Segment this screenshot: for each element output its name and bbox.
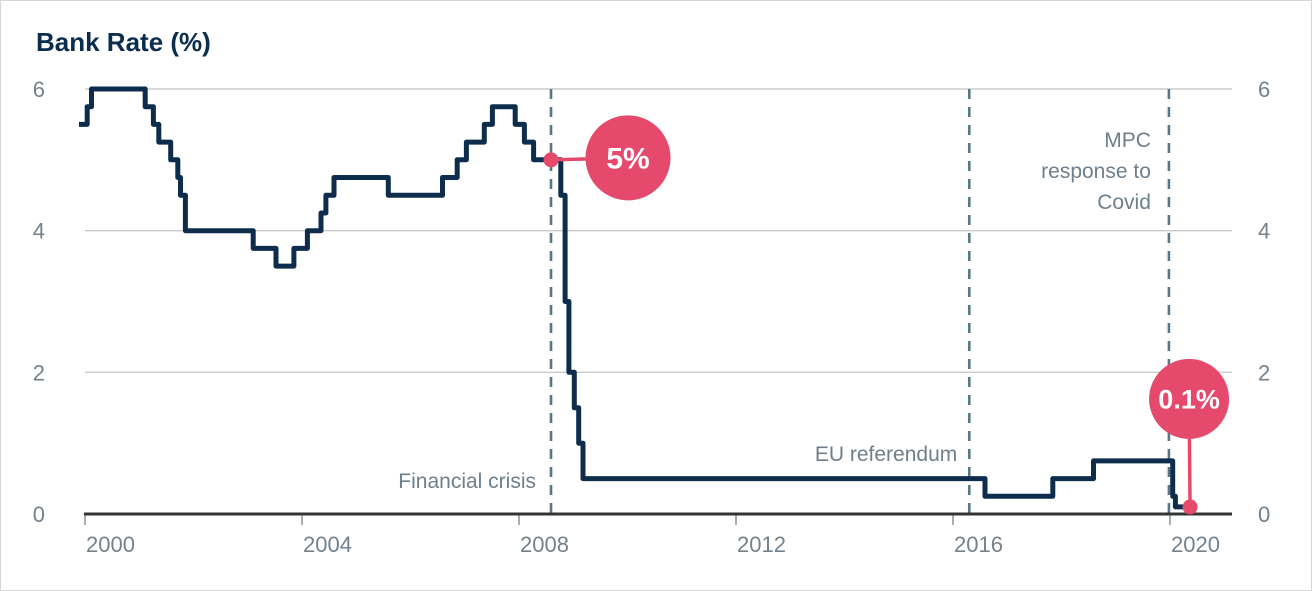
y-tick-label-left: 4 — [33, 219, 45, 244]
x-tick-label: 2020 — [1171, 532, 1220, 557]
y-tick-label-right: 0 — [1258, 502, 1270, 527]
y-tick-label-right: 4 — [1258, 219, 1270, 244]
y-tick-label-right: 6 — [1258, 77, 1270, 102]
x-tick-label: 2012 — [737, 532, 786, 557]
financial-crisis-event-label: Financial crisis — [398, 470, 536, 493]
x-tick-label: 2016 — [954, 532, 1003, 557]
x-tick-label: 2004 — [303, 532, 352, 557]
bank-rate-series-line — [79, 86, 1191, 510]
x-tick-label: 2008 — [520, 532, 569, 557]
rate-0-1-percent-callout-badge — [1149, 358, 1230, 439]
rate-5-percent-callout-label: 5% — [606, 143, 649, 176]
chart-title: Bank Rate (%) — [36, 27, 211, 57]
rate-5-percent-callout-badge — [585, 115, 671, 201]
mpc-covid-response-event-label: MPC — [1104, 129, 1151, 152]
y-tick-label-right: 2 — [1258, 360, 1270, 385]
x-tick-label: 2000 — [86, 532, 135, 557]
y-tick-label-left: 6 — [33, 77, 45, 102]
eu-referendum-event-label: EU referendum — [815, 443, 957, 466]
rate-5-percent-callout-dot — [543, 152, 559, 168]
mpc-covid-response-event-label: response to — [1041, 160, 1151, 183]
rate-0-1-percent-callout-dot — [1182, 499, 1198, 515]
y-tick-label-left: 2 — [33, 360, 45, 385]
rate-0-1-percent-callout-label: 0.1% — [1158, 385, 1220, 415]
mpc-covid-response-event-label: Covid — [1097, 191, 1151, 214]
y-tick-label-left: 0 — [33, 502, 45, 527]
